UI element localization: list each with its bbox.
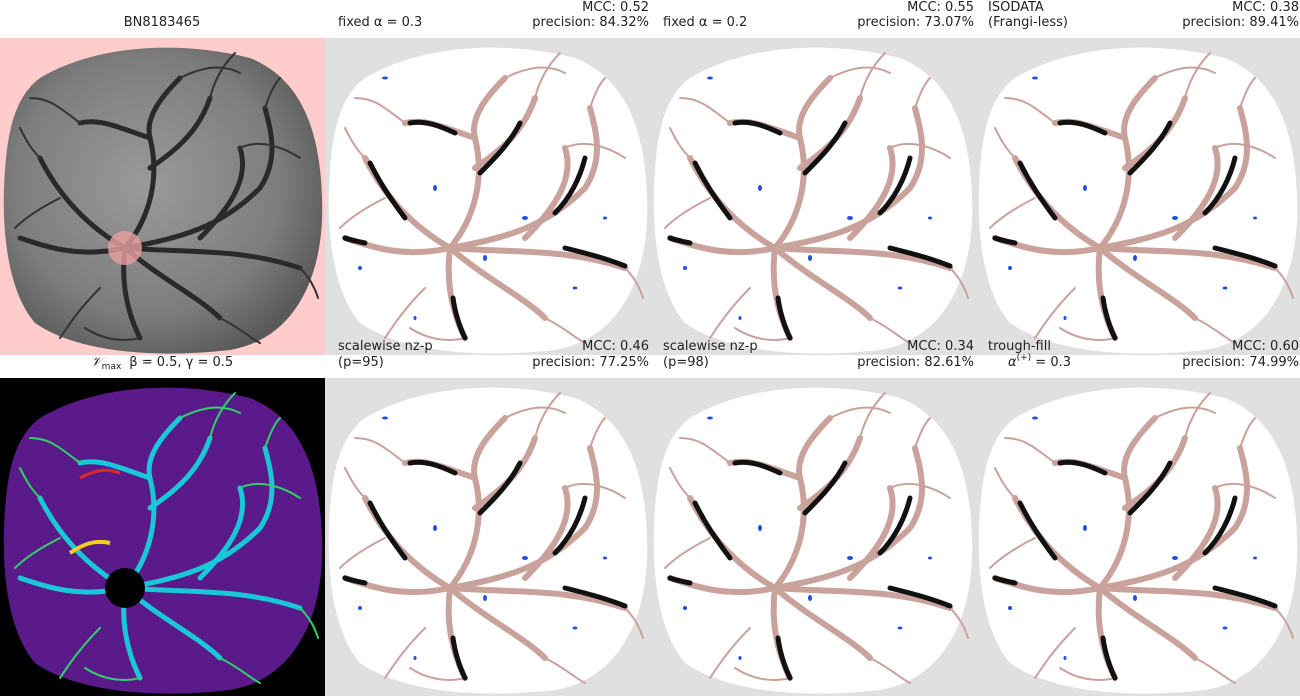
title-rest: β = 0.5, γ = 0.5 [129,355,233,370]
method-label: fixed α = 0.2 [663,15,747,30]
method-label: α(+) = 0.3 [1008,353,1071,370]
segmentation-image [975,378,1300,696]
mcc-score: MCC: 0.55 [907,0,974,15]
precision-score: precision: 77.25% [532,355,649,370]
mcc-score: MCC: 0.38 [1232,0,1299,15]
method-label: ISODATA [988,0,1044,15]
method-label: (Frangi-less) [988,15,1068,30]
mcc-score: MCC: 0.46 [582,339,649,354]
mcc-score: MCC: 0.52 [582,0,649,15]
label-superscript: (+) [1017,353,1032,363]
mcc-score: MCC: 0.60 [1232,339,1299,354]
method-label: scalewise nz-p [338,339,433,354]
title-subscript: max [102,362,122,372]
precision-score: precision: 74.99% [1182,355,1299,370]
method-label: (p=98) [663,355,709,370]
precision-score: precision: 84.32% [532,15,649,30]
vesselness-image [0,378,325,696]
segmentation-image [975,38,1300,355]
precision-score: precision: 82.61% [857,355,974,370]
label-rest: = 0.3 [1031,355,1071,370]
mcc-score: MCC: 0.34 [907,339,974,354]
method-label: (p=95) [338,355,384,370]
segmentation-image [650,378,975,696]
fundus-image [0,38,325,355]
method-label: scalewise nz-p [663,339,758,354]
label-symbol: α [1008,355,1017,370]
panel-title: 𝒱max β = 0.5, γ = 0.5 [91,355,233,372]
method-label: fixed α = 0.3 [338,15,422,30]
method-label: trough-fill [988,339,1051,354]
precision-score: precision: 89.41% [1182,15,1299,30]
segmentation-image [325,38,650,355]
segmentation-image [650,38,975,355]
panel-title: BN8183465 [124,15,201,30]
precision-score: precision: 73.07% [857,15,974,30]
segmentation-image [325,378,650,696]
